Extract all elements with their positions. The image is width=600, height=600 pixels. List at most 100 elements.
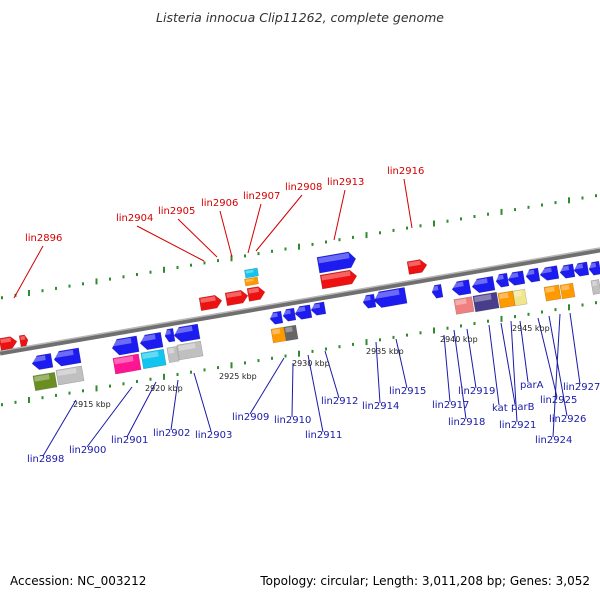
kbp-label: 2935 kbp <box>366 347 404 356</box>
gene-label[interactable]: lin2903 <box>195 430 232 441</box>
gene-feature[interactable] <box>539 265 560 282</box>
gene-feature[interactable] <box>283 324 299 342</box>
gene-feature[interactable] <box>176 340 204 361</box>
gene-feature[interactable] <box>471 275 496 294</box>
gene-feature[interactable] <box>543 284 562 302</box>
gene-feature[interactable] <box>559 282 576 300</box>
gene-feature[interactable] <box>282 307 297 322</box>
gene-label[interactable]: lin2911 <box>305 430 342 441</box>
lower-leader-line <box>291 362 294 418</box>
gene-feature[interactable] <box>32 371 58 392</box>
gene-label[interactable]: parB <box>511 402 535 413</box>
gene-feature[interactable] <box>316 251 357 274</box>
gene-label[interactable]: lin2908 <box>285 182 322 193</box>
gene-feature[interactable] <box>507 270 526 287</box>
gene-feature[interactable] <box>18 334 29 347</box>
kbp-label: 2940 kbp <box>440 335 478 344</box>
kbp-label: 2930 kbp <box>292 359 330 368</box>
gene-label[interactable]: lin2907 <box>243 191 280 202</box>
gene-label[interactable]: lin2925 <box>540 395 577 406</box>
gene-label[interactable]: lin2912 <box>321 396 358 407</box>
gene-features <box>0 251 600 392</box>
gene-label[interactable]: lin2900 <box>69 445 106 456</box>
gene-feature[interactable] <box>406 258 428 275</box>
upper-leader-line <box>219 210 233 258</box>
gene-feature[interactable] <box>431 283 444 299</box>
gene-label[interactable]: lin2905 <box>158 206 195 217</box>
gene-label[interactable]: lin2901 <box>111 435 148 446</box>
lower-leader-line <box>307 354 324 433</box>
lower-leader-line <box>126 381 157 438</box>
gene-feature[interactable] <box>269 310 284 325</box>
gene-label[interactable]: parA <box>520 380 544 391</box>
upper-leader-line <box>136 225 205 262</box>
accession-text: Accession: NC_003212 <box>10 574 146 588</box>
gene-feature[interactable] <box>472 291 500 313</box>
gene-feature[interactable] <box>198 294 223 312</box>
gene-feature[interactable] <box>525 267 541 283</box>
gene-feature[interactable] <box>164 328 176 343</box>
lower-leader-line <box>453 329 467 420</box>
gene-feature[interactable] <box>111 335 140 356</box>
gene-feature[interactable] <box>53 347 82 367</box>
gene-label[interactable]: lin2906 <box>201 198 238 209</box>
gene-feature[interactable] <box>590 279 600 295</box>
gene-feature[interactable] <box>244 267 259 279</box>
gene-label[interactable]: lin2896 <box>25 233 62 244</box>
gene-feature[interactable] <box>453 296 475 315</box>
gene-label[interactable]: lin2918 <box>448 417 485 428</box>
gene-label[interactable]: lin2916 <box>387 166 424 177</box>
gene-label[interactable]: lin2927 <box>563 382 600 393</box>
gene-feature[interactable] <box>373 287 408 308</box>
gene-feature[interactable] <box>495 272 510 288</box>
gene-label[interactable]: lin2915 <box>389 386 426 397</box>
gene-feature[interactable] <box>559 263 576 279</box>
gene-feature[interactable] <box>244 276 259 287</box>
gene-label[interactable]: lin2913 <box>327 177 364 188</box>
gene-label[interactable]: kat <box>492 403 508 414</box>
gene-feature[interactable] <box>294 304 313 321</box>
gene-feature[interactable] <box>31 353 54 370</box>
lower-leader-line <box>466 328 477 389</box>
gene-label[interactable]: lin2909 <box>232 412 269 423</box>
lower-leader-line <box>375 341 381 404</box>
gene-label[interactable]: lin2904 <box>116 213 153 224</box>
gene-feature[interactable] <box>173 323 201 343</box>
gene-feature[interactable] <box>224 289 249 307</box>
gene-feature[interactable] <box>246 286 266 302</box>
gene-feature[interactable] <box>319 269 358 290</box>
gene-feature[interactable] <box>451 279 472 297</box>
gene-label[interactable]: lin2902 <box>153 428 190 439</box>
gene-label[interactable]: lin2919 <box>458 386 495 397</box>
lower-leader-line <box>42 399 77 457</box>
gene-feature[interactable] <box>362 293 377 309</box>
gene-feature[interactable] <box>112 353 142 375</box>
gene-feature[interactable] <box>573 261 590 277</box>
gene-feature[interactable] <box>140 348 167 370</box>
gene-feature[interactable] <box>497 290 516 309</box>
label-leader-lines <box>13 178 581 457</box>
gene-feature[interactable] <box>0 336 18 351</box>
gene-label[interactable]: lin2917 <box>432 400 469 411</box>
gene-label[interactable]: lin2921 <box>499 420 536 431</box>
lower-leader-line <box>488 324 500 406</box>
lower-leader-line <box>519 320 529 383</box>
gene-feature[interactable] <box>588 260 600 276</box>
gene-feature[interactable] <box>310 301 327 316</box>
gene-feature[interactable] <box>139 331 164 351</box>
gene-label[interactable]: lin2926 <box>549 414 586 425</box>
map-title: Listeria innocua Clip11262, complete gen… <box>156 10 444 25</box>
backbone <box>0 247 600 356</box>
gene-label[interactable]: lin2914 <box>362 401 399 412</box>
gene-feature[interactable] <box>270 326 287 344</box>
gene-label[interactable]: lin2924 <box>535 435 572 446</box>
lower-leader-line <box>395 338 408 389</box>
gene-label[interactable]: lin2898 <box>27 454 64 465</box>
lower-leader-line <box>548 315 568 417</box>
gene-feature[interactable] <box>55 365 85 386</box>
gene-label[interactable]: lin2910 <box>274 415 311 426</box>
gene-feature[interactable] <box>512 288 528 307</box>
gene-feature[interactable] <box>166 345 180 364</box>
lower-leader-line <box>249 357 285 415</box>
